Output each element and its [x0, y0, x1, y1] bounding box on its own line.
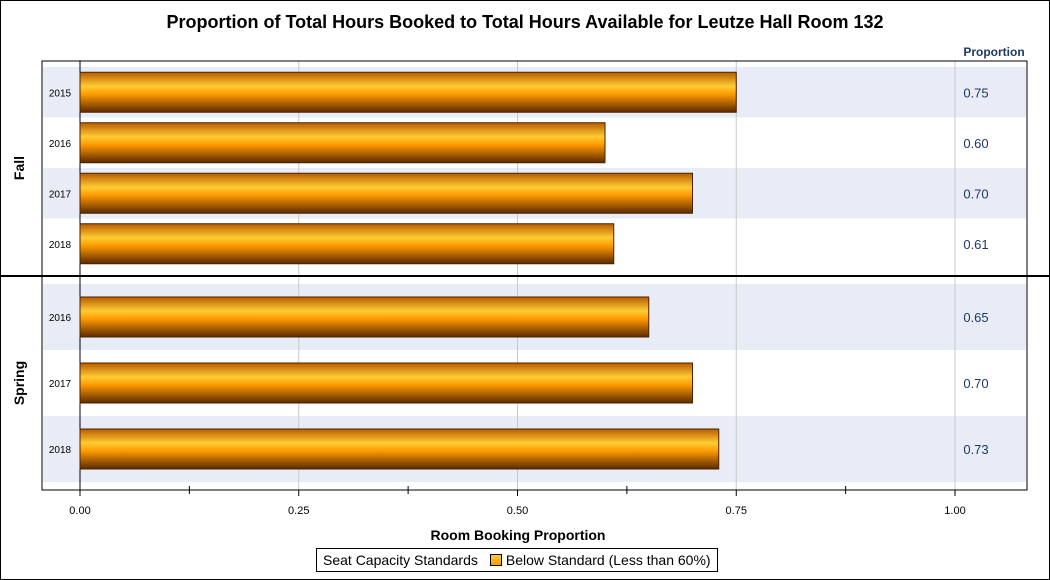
bar [79, 71, 737, 113]
bar [79, 428, 720, 470]
x-tick-label: 0.00 [69, 505, 90, 517]
bar [79, 223, 615, 265]
category-label: 2017 [49, 379, 72, 390]
value-label: 0.70 [963, 376, 988, 391]
group-label: Fall [11, 156, 27, 180]
value-label: 0.73 [963, 442, 988, 457]
value-label: 0.70 [963, 186, 988, 201]
group-label: Spring [11, 361, 27, 405]
category-label: 2018 [49, 240, 72, 251]
x-tick-label: 0.25 [288, 505, 309, 517]
legend: Seat Capacity Standards Below Standard (… [316, 548, 718, 572]
value-label: 0.60 [963, 136, 988, 151]
bar [79, 296, 650, 338]
x-axis-label: Room Booking Proportion [431, 527, 606, 543]
value-label: 0.75 [963, 85, 988, 100]
category-label: 2016 [49, 139, 72, 150]
x-tick-label: 0.75 [726, 505, 747, 517]
bar [79, 122, 606, 164]
value-column-header: Proportion [963, 45, 1024, 59]
x-tick-label: 1.00 [944, 505, 965, 517]
value-label: 0.65 [963, 310, 988, 325]
category-label: 2016 [49, 313, 72, 324]
category-label: 2018 [49, 445, 72, 456]
legend-title: Seat Capacity Standards [323, 552, 478, 568]
chart-title: Proportion of Total Hours Booked to Tota… [166, 12, 883, 32]
legend-entry-below-standard: Below Standard (Less than 60%) [505, 552, 711, 568]
category-label: 2017 [49, 189, 72, 200]
legend-swatch-below-standard [489, 554, 502, 566]
x-tick-label: 0.50 [507, 505, 528, 517]
bar [79, 172, 693, 214]
value-label: 0.61 [963, 237, 988, 252]
bar [79, 362, 693, 404]
category-label: 2015 [49, 88, 72, 99]
